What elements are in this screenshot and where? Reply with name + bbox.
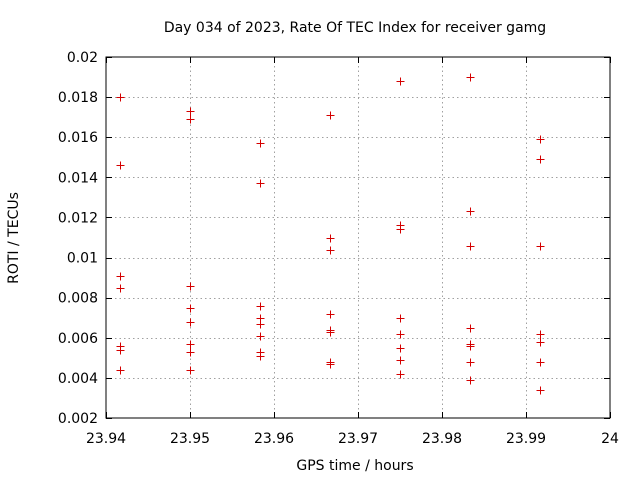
x-axis-tick-labels: 23.94 23.95 23.96 23.97 23.98 23.99 24 bbox=[86, 431, 619, 447]
data-point bbox=[186, 340, 195, 349]
y-tick-label: 0.016 bbox=[58, 130, 98, 146]
data-point bbox=[326, 328, 335, 337]
data-point bbox=[116, 284, 125, 293]
data-point bbox=[536, 135, 545, 144]
data-point bbox=[396, 77, 405, 86]
data-point bbox=[186, 282, 195, 291]
data-point bbox=[186, 318, 195, 327]
y-tick-label: 0.006 bbox=[58, 331, 98, 347]
data-point bbox=[466, 324, 475, 333]
data-point bbox=[536, 330, 545, 339]
x-tick-label: 24 bbox=[601, 431, 619, 447]
data-point bbox=[536, 242, 545, 251]
data-point bbox=[256, 320, 265, 329]
data-point bbox=[536, 386, 545, 395]
data-point bbox=[186, 348, 195, 357]
x-tick-label: 23.99 bbox=[506, 431, 546, 447]
y-axis-tick-labels: 0.002 0.004 0.006 0.008 0.01 0.012 0.014 0.016 0… bbox=[58, 50, 98, 427]
y-tick-label: 0.02 bbox=[67, 50, 98, 66]
data-point bbox=[396, 356, 405, 365]
data-point bbox=[466, 376, 475, 385]
data-point bbox=[186, 304, 195, 313]
data-point bbox=[396, 314, 405, 323]
data-point bbox=[256, 332, 265, 341]
x-tick-label: 23.94 bbox=[86, 431, 126, 447]
data-point bbox=[326, 111, 335, 120]
y-tick-label: 0.012 bbox=[58, 210, 98, 226]
data-points bbox=[116, 73, 545, 395]
data-point bbox=[396, 344, 405, 353]
data-point bbox=[186, 366, 195, 375]
data-point bbox=[466, 242, 475, 251]
data-point bbox=[256, 352, 265, 361]
data-point bbox=[186, 115, 195, 124]
data-point bbox=[256, 139, 265, 148]
data-point bbox=[116, 346, 125, 355]
data-point bbox=[466, 207, 475, 216]
y-tick-label: 0.002 bbox=[58, 411, 98, 427]
axis-ticks bbox=[106, 57, 611, 419]
y-tick-label: 0.01 bbox=[67, 251, 98, 267]
x-tick-label: 23.96 bbox=[254, 431, 294, 447]
data-point bbox=[186, 107, 195, 116]
data-point bbox=[536, 358, 545, 367]
data-point bbox=[396, 330, 405, 339]
data-point bbox=[326, 310, 335, 319]
data-point bbox=[396, 225, 405, 234]
data-point bbox=[326, 246, 335, 255]
data-point bbox=[256, 179, 265, 188]
data-point bbox=[256, 302, 265, 311]
data-point bbox=[536, 338, 545, 347]
data-point bbox=[116, 161, 125, 170]
data-point bbox=[396, 370, 405, 379]
y-axis-label: ROTI / TECUs bbox=[6, 192, 22, 284]
y-tick-label: 0.014 bbox=[58, 170, 98, 186]
data-point bbox=[116, 272, 125, 281]
grid-lines bbox=[106, 57, 610, 418]
data-point bbox=[116, 93, 125, 102]
data-point bbox=[466, 358, 475, 367]
data-point bbox=[536, 155, 545, 164]
y-tick-label: 0.018 bbox=[58, 90, 98, 106]
x-tick-label: 23.95 bbox=[170, 431, 210, 447]
y-tick-label: 0.004 bbox=[58, 371, 98, 387]
data-point bbox=[466, 342, 475, 351]
x-tick-label: 23.98 bbox=[422, 431, 462, 447]
y-tick-label: 0.008 bbox=[58, 291, 98, 307]
data-point bbox=[326, 234, 335, 243]
data-point bbox=[116, 366, 125, 375]
x-axis-label: GPS time / hours bbox=[296, 458, 413, 474]
data-point bbox=[466, 73, 475, 82]
data-point bbox=[326, 360, 335, 369]
x-tick-label: 23.97 bbox=[338, 431, 378, 447]
chart-title: Day 034 of 2023, Rate Of TEC Index for r… bbox=[164, 20, 546, 36]
